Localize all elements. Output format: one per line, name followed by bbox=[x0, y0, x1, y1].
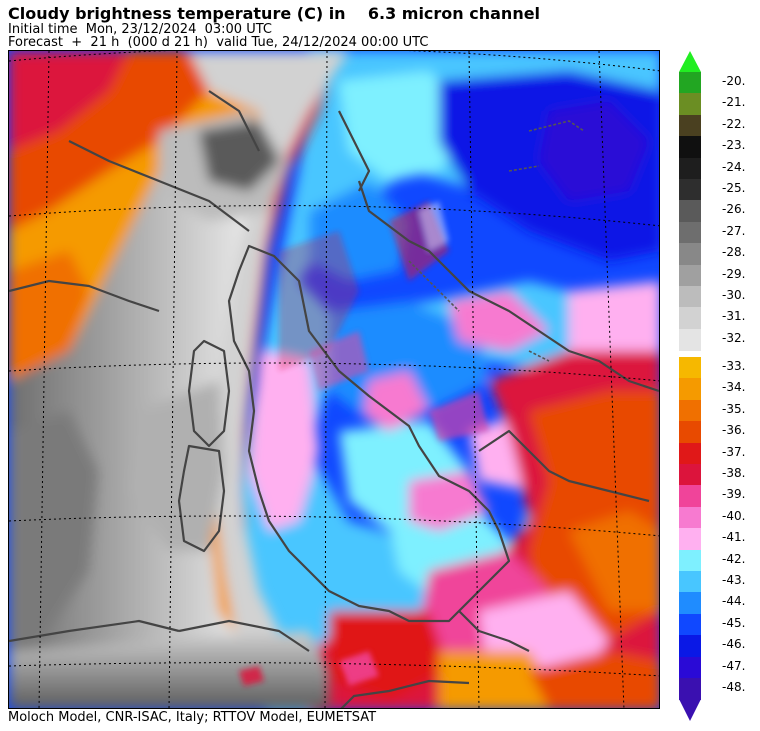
colorbar-swatch bbox=[679, 549, 701, 572]
colorbar-swatch bbox=[679, 286, 701, 308]
forecast-validity: Forecast + 21 h (000 d 21 h) valid Tue, … bbox=[8, 35, 429, 50]
colorbar-swatch bbox=[679, 72, 701, 94]
colorbar-label: -26. bbox=[722, 202, 746, 217]
colorbar-swatch bbox=[679, 592, 701, 615]
colorbar-label: -45. bbox=[722, 615, 746, 630]
colorbar-top-arrow bbox=[679, 51, 701, 72]
graticule bbox=[9, 51, 659, 708]
colorbar-swatch bbox=[679, 399, 701, 422]
colorbar-swatch bbox=[679, 678, 701, 700]
colorbar-label: -30. bbox=[722, 288, 746, 302]
colorbar-swatch bbox=[679, 221, 701, 244]
colorbar-label: -31. bbox=[722, 309, 746, 324]
colorbar-label: -37. bbox=[722, 444, 746, 459]
brightness-temperature-map bbox=[8, 50, 660, 709]
colorbar-swatch bbox=[679, 307, 701, 330]
coastlines bbox=[9, 90, 659, 708]
colorbar-swatch bbox=[679, 357, 701, 379]
colorbar-label: -21. bbox=[722, 95, 746, 110]
colorbar-label: -41. bbox=[722, 530, 746, 545]
colorbar-label: -29. bbox=[722, 266, 746, 281]
colorbar-label: -20. bbox=[722, 74, 746, 88]
colorbar-bottom-arrow bbox=[679, 699, 701, 722]
islands bbox=[408, 120, 585, 362]
colorbar-swatch bbox=[679, 157, 701, 180]
colorbar-label: -47. bbox=[722, 658, 746, 673]
colorbar-swatch bbox=[679, 114, 701, 137]
map-canvas bbox=[9, 51, 659, 708]
colorbar-label: -32. bbox=[722, 330, 746, 345]
colorbar-swatch bbox=[679, 421, 701, 444]
colorbar-label: -38. bbox=[722, 466, 746, 480]
colorbar-swatch bbox=[679, 442, 701, 465]
colorbar-label: -43. bbox=[722, 573, 746, 587]
colorbar-label: -46. bbox=[722, 637, 746, 652]
colorbar-label: -39. bbox=[722, 487, 746, 502]
colorbar-swatch bbox=[679, 464, 701, 486]
colorbar-label: -25. bbox=[722, 181, 746, 195]
colorbar-swatch bbox=[679, 264, 701, 287]
colorbar-label: -34. bbox=[722, 380, 746, 395]
colorbar-swatch bbox=[679, 506, 701, 529]
colorbar-swatch bbox=[679, 93, 701, 116]
initial-time: Initial time Mon, 23/12/2024 03:00 UTC bbox=[8, 22, 272, 37]
model-credit: Moloch Model, CNR-ISAC, Italy; RTTOV Mod… bbox=[8, 710, 377, 725]
colorbar-label: -28. bbox=[722, 245, 746, 260]
colorbar-swatch bbox=[679, 200, 701, 223]
colorbar-swatch bbox=[679, 179, 701, 201]
colorbar-label: -22. bbox=[722, 116, 746, 131]
colorbar-swatch bbox=[679, 243, 701, 266]
colorbar-label: -42. bbox=[722, 551, 746, 566]
colorbar-swatch bbox=[679, 485, 701, 508]
colorbar-swatch bbox=[679, 656, 701, 679]
colorbar-label: -27. bbox=[722, 223, 746, 238]
colorbar-label: -48. bbox=[722, 680, 746, 694]
colorbar-swatch bbox=[679, 528, 701, 551]
colorbar-swatch bbox=[679, 328, 701, 351]
colorbar-label: -36. bbox=[722, 423, 746, 438]
colorbar-swatch bbox=[679, 613, 701, 636]
colorbar-swatch bbox=[679, 571, 701, 593]
colorbar-swatch bbox=[679, 136, 701, 159]
colorbar-label: -40. bbox=[722, 508, 746, 523]
map-title: Cloudy brightness temperature (C) in 6.3… bbox=[8, 4, 541, 23]
colorbar-swatch bbox=[679, 635, 701, 658]
colorbar-label: -44. bbox=[722, 594, 746, 609]
colorbar-label: -33. bbox=[722, 359, 746, 373]
colorbar-label: -23. bbox=[722, 138, 746, 153]
colorbar-swatch bbox=[679, 378, 701, 401]
colorbar-label: -35. bbox=[722, 401, 746, 416]
colorbar-label: -24. bbox=[722, 159, 746, 174]
